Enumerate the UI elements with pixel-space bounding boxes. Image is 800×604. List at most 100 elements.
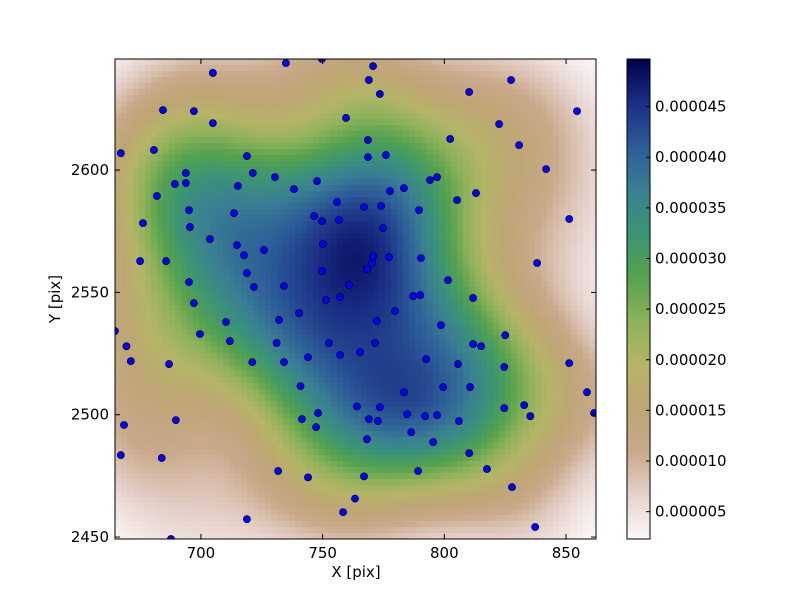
density-cell: [313, 275, 320, 282]
density-cell: [481, 71, 488, 78]
density-cell: [565, 299, 572, 306]
density-cell: [199, 71, 206, 78]
density-cell: [385, 113, 392, 120]
density-cell: [583, 299, 590, 306]
density-cell: [499, 95, 506, 102]
density-cell: [583, 125, 590, 132]
density-cell: [391, 347, 398, 354]
density-cell: [187, 131, 194, 138]
density-cell: [337, 263, 344, 270]
density-cell: [589, 113, 596, 120]
density-cell: [469, 269, 476, 276]
density-cell: [469, 131, 476, 138]
density-cell: [319, 353, 326, 360]
density-cell: [313, 185, 320, 192]
density-cell: [391, 317, 398, 324]
density-cell: [367, 113, 374, 120]
density-cell: [283, 305, 290, 312]
density-cell: [487, 395, 494, 402]
density-cell: [271, 239, 278, 246]
density-cell: [277, 143, 284, 150]
density-cell: [421, 293, 428, 300]
density-cell: [235, 317, 242, 324]
density-cell: [247, 119, 254, 126]
density-cell: [535, 311, 542, 318]
density-cell: [145, 413, 152, 420]
density-cell: [319, 143, 326, 150]
density-cell: [463, 137, 470, 144]
density-cell: [553, 83, 560, 90]
density-cell: [223, 401, 230, 408]
density-cell: [541, 407, 548, 414]
density-cell: [409, 389, 416, 396]
density-cell: [271, 335, 278, 342]
density-cell: [511, 311, 518, 318]
density-cell: [463, 281, 470, 288]
density-cell: [157, 401, 164, 408]
density-cell: [559, 395, 566, 402]
density-cell: [469, 77, 476, 84]
density-cell: [493, 185, 500, 192]
density-cell: [385, 233, 392, 240]
density-cell: [397, 71, 404, 78]
density-cell: [475, 185, 482, 192]
density-cell: [355, 125, 362, 132]
density-cell: [187, 191, 194, 198]
density-cell: [397, 149, 404, 156]
density-cell: [391, 89, 398, 96]
density-cell: [127, 185, 134, 192]
density-cell: [139, 353, 146, 360]
density-cell: [421, 77, 428, 84]
density-cell: [391, 143, 398, 150]
density-cell: [391, 119, 398, 126]
density-cell: [547, 221, 554, 228]
density-cell: [277, 89, 284, 96]
density-cell: [409, 311, 416, 318]
density-cell: [541, 185, 548, 192]
density-cell: [499, 113, 506, 120]
density-cell: [193, 161, 200, 168]
density-cell: [391, 353, 398, 360]
density-cell: [307, 113, 314, 120]
density-cell: [355, 287, 362, 294]
density-cell: [565, 347, 572, 354]
density-cell: [115, 209, 122, 216]
density-cell: [211, 383, 218, 390]
density-cell: [271, 203, 278, 210]
density-cell: [535, 173, 542, 180]
density-cell: [295, 83, 302, 90]
density-cell: [511, 287, 518, 294]
density-cell: [427, 83, 434, 90]
density-cell: [493, 233, 500, 240]
density-cell: [247, 71, 254, 78]
density-cell: [565, 311, 572, 318]
density-cell: [241, 329, 248, 336]
density-cell: [319, 293, 326, 300]
density-cell: [121, 143, 128, 150]
density-cell: [271, 107, 278, 114]
density-cell: [451, 293, 458, 300]
density-cell: [295, 251, 302, 258]
density-cell: [235, 413, 242, 420]
density-cell: [289, 383, 296, 390]
density-cell: [541, 191, 548, 198]
density-cell: [517, 89, 524, 96]
density-cell: [343, 341, 350, 348]
density-cell: [169, 377, 176, 384]
density-cell: [193, 251, 200, 258]
density-cell: [181, 371, 188, 378]
density-cell: [145, 191, 152, 198]
density-cell: [175, 305, 182, 312]
density-cell: [397, 173, 404, 180]
density-cell: [217, 341, 224, 348]
density-cell: [475, 71, 482, 78]
density-cell: [415, 137, 422, 144]
density-cell: [343, 59, 350, 66]
density-cell: [133, 395, 140, 402]
density-cell: [403, 227, 410, 234]
density-cell: [439, 155, 446, 162]
density-cell: [481, 185, 488, 192]
density-cell: [271, 329, 278, 336]
density-cell: [259, 89, 266, 96]
density-cell: [223, 77, 230, 84]
